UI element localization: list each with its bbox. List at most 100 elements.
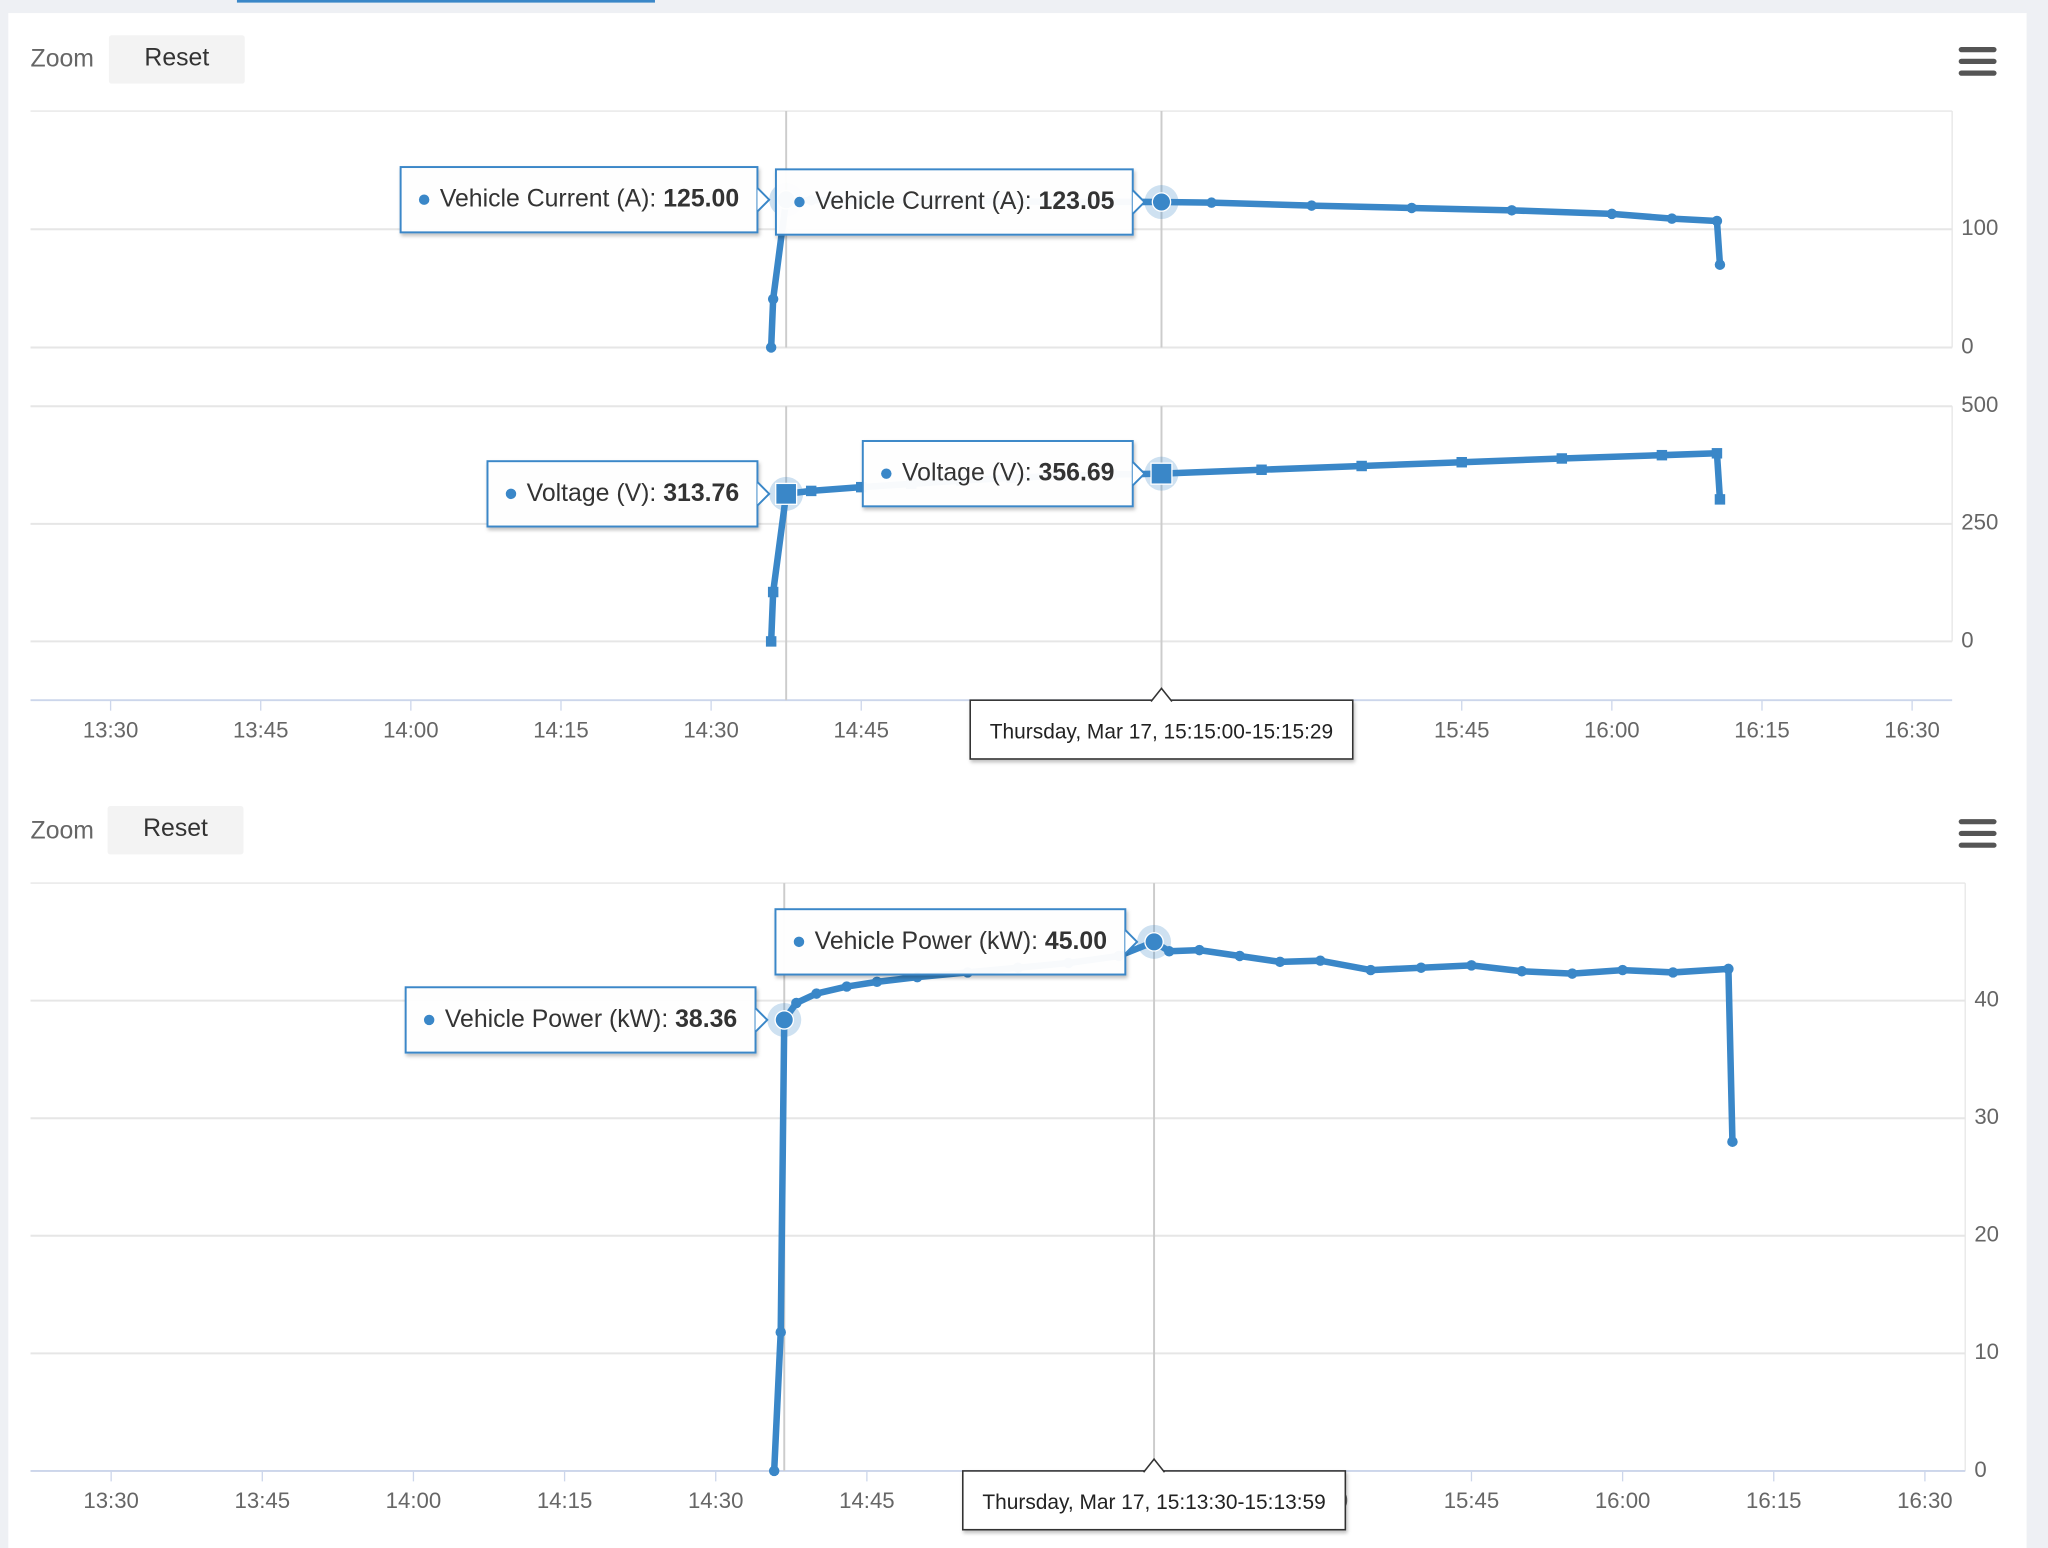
reset-button[interactable] [108, 35, 245, 84]
tooltip-bullet [418, 194, 430, 205]
point-marker [1456, 457, 1467, 468]
point-marker [1606, 208, 1618, 220]
x-tick-label: 16:30 [1884, 717, 1940, 742]
point-marker [1556, 453, 1568, 464]
point-marker [1666, 213, 1678, 224]
crosshair-box [969, 699, 1354, 760]
tooltip-box [486, 460, 759, 528]
x-tick-label: 16:15 [1746, 1488, 1802, 1513]
point-marker [1714, 494, 1726, 505]
x-tick-label: 14:45 [833, 717, 889, 742]
tooltip-value: 45.00 [1045, 927, 1107, 954]
crosshair-text: Thursday, Mar 17, 15:13:30-15:13:59 [982, 1491, 1325, 1514]
point-marker [767, 586, 779, 598]
tooltip-box [774, 908, 1127, 976]
reset-button[interactable] [107, 806, 244, 855]
crosshair-label: Thursday, Mar 17, 15:15:00-15:15:29 [969, 687, 1354, 760]
tooltip-box [774, 168, 1134, 236]
tooltip-bullet [505, 488, 517, 500]
tooltip-text: Voltage (V): 356.69 [902, 459, 1114, 486]
y-tick-label: 10 [1974, 1339, 1999, 1364]
hover-marker [774, 1010, 795, 1030]
point-marker [1256, 464, 1267, 475]
tooltip: Voltage (V): 313.76 [486, 460, 771, 528]
y-tick-label: 0 [1961, 333, 1973, 358]
point-marker [1365, 964, 1376, 976]
x-tick-label: 13:45 [233, 717, 289, 742]
tooltip-text: Voltage (V): 313.76 [527, 479, 739, 506]
x-tick-label: 14:15 [533, 717, 589, 742]
tooltip-text: Vehicle Current (A): 125.00 [440, 185, 739, 212]
y-tick-label: 30 [1974, 1104, 1999, 1129]
tooltip-box [861, 440, 1134, 508]
tooltip-pointer [754, 1007, 769, 1033]
point-marker [811, 988, 822, 999]
y-tick-label: 500 [1961, 392, 1998, 417]
x-tick-label: 13:30 [83, 717, 139, 742]
tooltip: Voltage (V): 356.69 [861, 440, 1146, 508]
panel [8, 13, 2027, 1548]
point-marker [1656, 449, 1668, 461]
point-marker [871, 976, 883, 988]
crosshair-pointer [1142, 1457, 1166, 1473]
toolbar: Zoom Reset [31, 806, 1997, 855]
tooltip: Vehicle Current (A): 125.00 [399, 166, 771, 234]
tooltip-box [399, 166, 759, 234]
hover-marker [1150, 462, 1173, 485]
x-tick-label: 16:00 [1584, 717, 1640, 742]
tooltip-label: Voltage (V): [527, 479, 657, 506]
menu-button[interactable] [1958, 819, 1997, 848]
tooltip-text: Vehicle Power (kW): 38.36 [445, 1005, 737, 1032]
hover-marker [1151, 192, 1172, 212]
x-tick-label: 14:00 [386, 1488, 442, 1513]
y-tick-label: 20 [1974, 1222, 1999, 1247]
point-marker [791, 997, 802, 1009]
tooltip-bullet [423, 1014, 435, 1026]
menu-button[interactable] [1958, 47, 1997, 76]
y-tick-label: 0 [1961, 627, 1973, 652]
y-tick-label: 250 [1961, 510, 1998, 535]
point-marker [765, 636, 777, 647]
hover-marker [1144, 932, 1164, 952]
x-tick-label: 16:30 [1897, 1488, 1953, 1513]
point-marker [1723, 963, 1734, 975]
x-tick-label: 14:45 [839, 1488, 895, 1513]
tooltip-text: Vehicle Power (kW): 45.00 [815, 927, 1107, 954]
point-marker [1466, 960, 1477, 971]
crosshair-pointer [1150, 687, 1173, 702]
crosshair-box [961, 1470, 1347, 1531]
tooltip: Vehicle Power (kW): 45.00 [774, 908, 1139, 976]
point-marker [1306, 200, 1317, 211]
tooltip-pointer [756, 481, 771, 507]
tooltip-label: Vehicle Power (kW): [445, 1005, 668, 1032]
reset-label[interactable]: Reset [143, 815, 208, 842]
point-marker [841, 981, 852, 992]
tooltip-pointer [1132, 189, 1146, 215]
point-marker [1274, 956, 1286, 968]
tooltip-bullet [881, 468, 892, 479]
tooltip-pointer [1132, 461, 1146, 487]
point-marker [1714, 259, 1726, 270]
x-tick-label: 14:15 [537, 1488, 593, 1513]
toolbar: Zoom Reset [31, 35, 1997, 84]
tooltip-bullet [794, 196, 805, 208]
tooltip: Vehicle Current (A): 123.05 [774, 168, 1146, 236]
x-tick-label: 13:30 [83, 1488, 139, 1513]
reset-label[interactable]: Reset [144, 44, 209, 71]
tooltip: Vehicle Power (kW): 38.36 [404, 986, 769, 1054]
x-tick-label: 15:45 [1434, 717, 1490, 742]
point-marker [805, 485, 817, 497]
y-tick-label: 40 [1974, 987, 1999, 1012]
x-tick-label: 14:30 [683, 717, 739, 742]
crosshair-text: Thursday, Mar 17, 15:15:00-15:15:29 [990, 720, 1333, 743]
point-marker [1194, 944, 1205, 956]
tooltip-bullet [793, 936, 805, 948]
y-tick-label: 100 [1961, 215, 1998, 240]
point-marker [1567, 968, 1578, 979]
x-tick-label: 16:00 [1595, 1488, 1651, 1513]
tooltip-value: 125.00 [663, 185, 739, 212]
tooltip-value: 313.76 [663, 479, 739, 506]
point-marker [1506, 205, 1518, 216]
point-marker [1163, 946, 1175, 957]
